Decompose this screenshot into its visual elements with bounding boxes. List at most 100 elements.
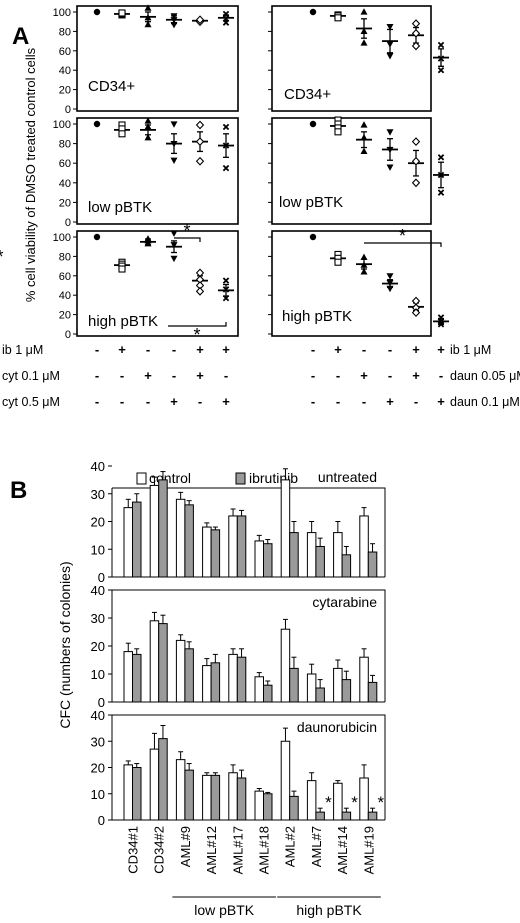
significance-star: * [193, 325, 200, 345]
treatment-mark: + [222, 394, 230, 409]
data-point [386, 164, 394, 171]
y-tick-label: 30 [91, 734, 105, 749]
significance-bracket [174, 237, 201, 242]
data-point [360, 133, 368, 141]
treatment-label: cyt 0.5 μM [2, 395, 60, 409]
subpanel-title: cytarabine [312, 594, 377, 610]
y-tick-label: 20 [91, 639, 105, 654]
data-point [144, 123, 152, 130]
bar-control [306, 532, 317, 578]
y-tick-label: 0 [98, 813, 105, 828]
data-point [360, 261, 368, 268]
y-tick-label: 80 [59, 139, 71, 151]
data-point [386, 273, 394, 280]
bar-ibrutinib [289, 667, 299, 703]
y-tick-label: 20 [91, 761, 105, 776]
significance-star: * [351, 793, 358, 812]
treatment-mark: - [311, 394, 315, 409]
bar-control [254, 540, 264, 578]
data-point [222, 123, 230, 131]
plot-frame [271, 5, 432, 112]
bar-ibrutinib [210, 774, 221, 821]
bar-ibrutinib [289, 532, 299, 578]
treatment-mark: - [120, 368, 124, 383]
bar-control [175, 498, 186, 578]
data-point [437, 66, 445, 74]
treatment-mark: - [336, 394, 340, 409]
y-tick-label: 100 [53, 119, 71, 131]
y-tick-label: 80 [59, 26, 71, 38]
treatment-mark: + [412, 368, 420, 383]
data-point [222, 10, 230, 18]
significance-bracket [168, 322, 227, 327]
x-category-label: CD34#1 [126, 826, 141, 874]
treatment-mark: + [437, 394, 445, 409]
treatment-mark: - [198, 394, 202, 409]
bar-panel: 0 10 20 30 40 untreated [91, 459, 386, 585]
bar-ibrutinib [315, 811, 325, 821]
data-point [334, 14, 342, 22]
bar-panel: 0 10 20 30 40 daunorubicin * * * [91, 708, 386, 828]
bar-control [149, 620, 160, 703]
legend-swatch-control [136, 472, 147, 485]
significance-star: * [377, 793, 384, 812]
bar-control [254, 790, 264, 821]
row-label: low pBTK [88, 199, 152, 216]
group-label: low pBTK [194, 902, 255, 918]
bar-ibrutinib [184, 769, 194, 821]
data-point [386, 23, 394, 31]
y-tick-label: 20 [59, 310, 71, 322]
bar-control [228, 772, 238, 821]
bar-control [202, 774, 212, 821]
bar-control [123, 651, 133, 703]
data-point [170, 13, 178, 20]
legend-swatch-ibrutinib [235, 472, 246, 485]
bar-panel: 0 10 20 30 40 cytarabine [91, 583, 386, 710]
data-point [222, 294, 230, 302]
data-point [437, 55, 445, 62]
y-tick-label: 0 [65, 329, 71, 341]
x-category-label: AML#12 [204, 826, 219, 874]
data-point [170, 255, 178, 263]
y-tick-label: 0 [65, 104, 71, 116]
bar-ibrutinib [341, 554, 352, 578]
treatment-mark: - [439, 368, 443, 383]
bar-control [333, 532, 343, 578]
bar-ibrutinib [367, 681, 378, 703]
bar-ibrutinib [367, 811, 378, 821]
data-point [222, 19, 230, 26]
data-point [437, 321, 445, 328]
bar-ibrutinib [184, 504, 194, 578]
y-tick-label: 100 [53, 7, 71, 19]
treatment-mark: + [222, 342, 230, 357]
treatment-mark: - [146, 394, 150, 409]
y-tick-label: 100 [53, 232, 71, 244]
bar-control [175, 759, 186, 821]
bar-ibrutinib [236, 777, 247, 821]
data-point [118, 9, 126, 17]
treatment-mark: + [360, 368, 368, 383]
group-label: high pBTK [296, 902, 362, 918]
bar-control [228, 653, 238, 703]
bar-control [333, 782, 343, 821]
bar-ibrutinib [315, 687, 325, 703]
y-tick-label: 60 [59, 46, 71, 58]
data-point [386, 129, 394, 136]
data-point [309, 8, 317, 16]
y-tick-label: 0 [98, 695, 105, 710]
y-tick-label: 0 [65, 217, 71, 229]
bar-ibrutinib [315, 545, 325, 578]
data-point [144, 117, 152, 124]
data-point [222, 286, 230, 293]
treatment-mark: - [224, 368, 228, 383]
bar-control [359, 656, 369, 703]
bar-control [306, 673, 317, 703]
data-point [144, 239, 152, 247]
data-point [360, 268, 368, 275]
data-point [360, 27, 368, 34]
data-point [411, 19, 421, 29]
treatment-mark: + [386, 394, 394, 409]
data-point [386, 41, 394, 48]
data-point [170, 230, 178, 237]
